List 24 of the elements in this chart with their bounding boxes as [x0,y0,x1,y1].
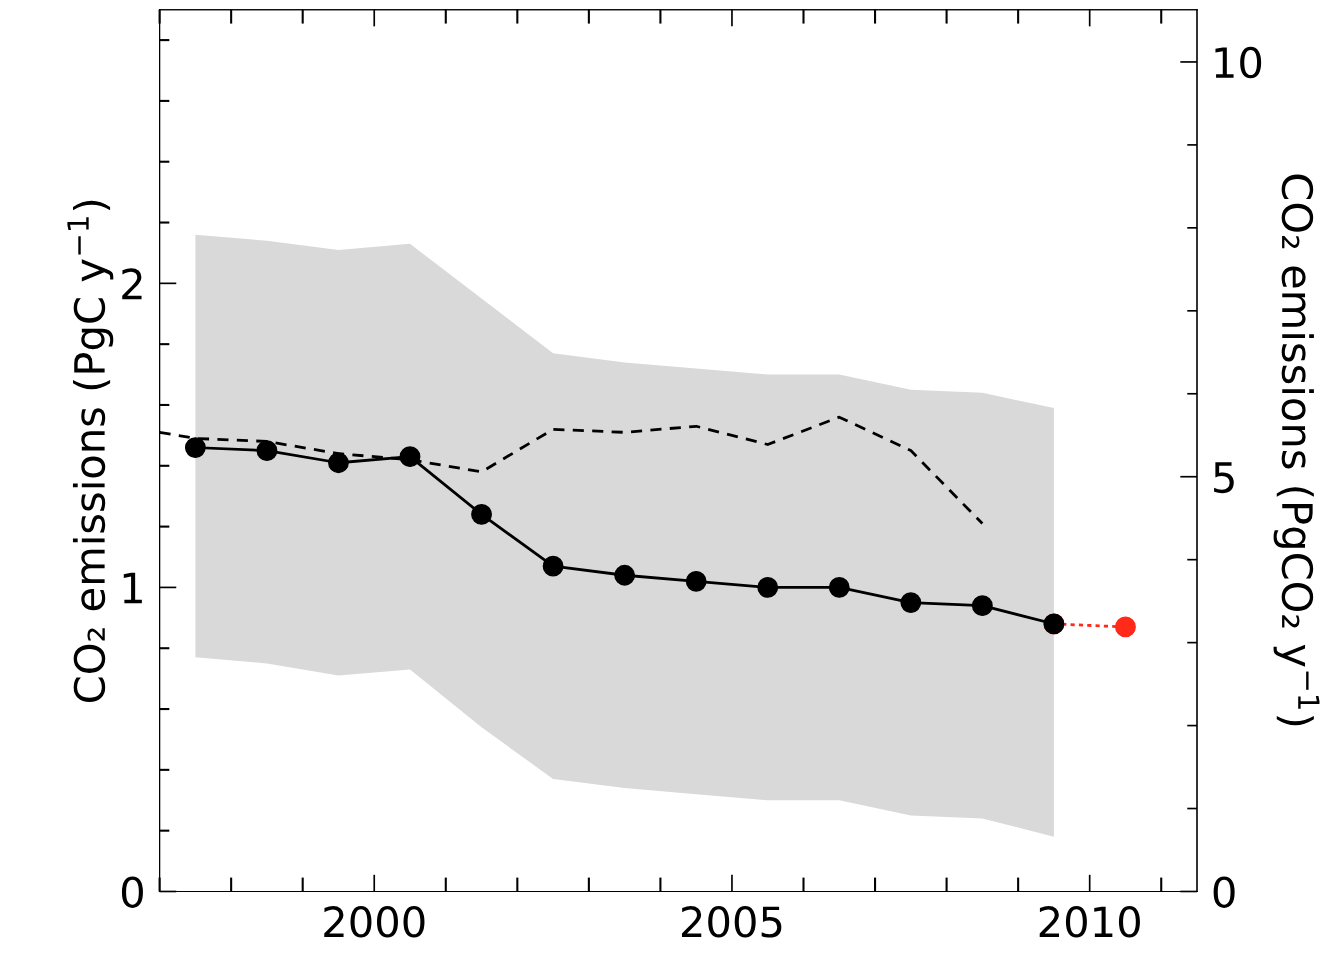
point [471,504,492,525]
x-tick-label: 2005 [681,906,782,938]
y2-tick-label: 5 [1214,462,1234,494]
x-tick-label: 2000 [324,906,425,938]
x-tick-label: 2010 [1039,906,1140,938]
point [1115,616,1136,638]
y-tick-label: 1 [123,572,142,604]
point [614,564,636,586]
y-axis-title: CO₂ emissions (PgC y$^{−1}$) [67,200,114,702]
point [828,576,850,598]
point [900,592,922,614]
point [328,452,349,474]
y2-axis-title: CO₂ emissions (PgCO₂ y$^{−1}$) [1273,174,1320,726]
point [399,446,421,468]
y-tick-label: 2 [122,268,142,300]
y2-tick-label: 0 [1213,876,1235,908]
y2-tick-label: 10 [1215,46,1262,79]
point [184,437,206,458]
point [971,595,993,617]
point [685,570,707,592]
point [542,555,564,577]
y-tick-label: 0 [121,876,143,908]
point [256,440,278,462]
point [757,576,779,598]
